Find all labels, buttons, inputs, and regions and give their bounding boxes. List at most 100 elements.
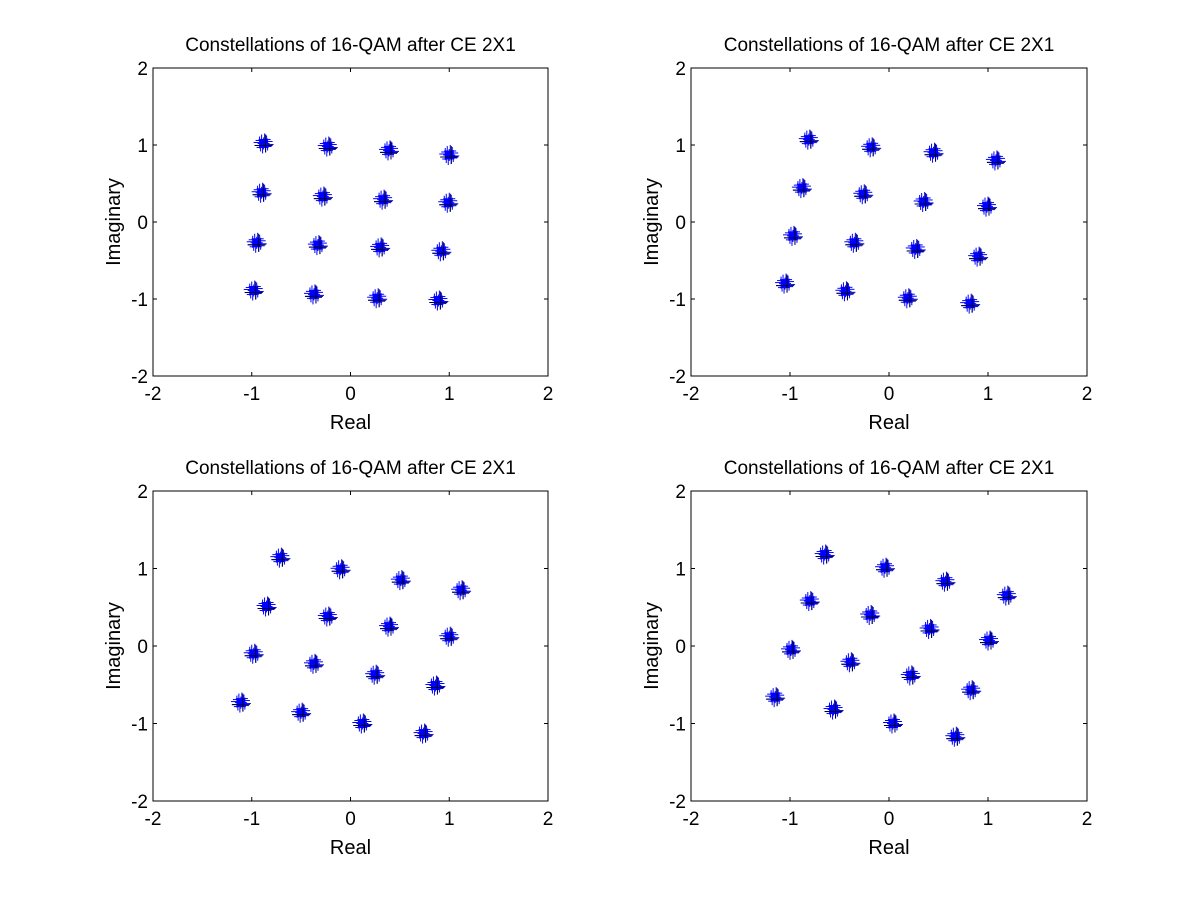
data-point <box>844 232 865 253</box>
x-tick-label: -1 <box>782 384 799 405</box>
data-point <box>246 232 267 253</box>
data-point <box>438 192 459 213</box>
data-point <box>905 238 926 259</box>
data-point <box>985 150 1006 171</box>
data-point <box>230 692 251 713</box>
chart-title: Constellations of 16-QAM after CE 2X1 <box>724 35 1055 56</box>
x-tick-label: -2 <box>145 384 162 405</box>
data-point <box>814 544 835 565</box>
data-point <box>451 580 472 601</box>
data-point <box>317 136 338 157</box>
data-point <box>307 235 328 256</box>
data-point <box>935 571 956 592</box>
data-point <box>256 596 277 617</box>
data-point <box>428 290 449 311</box>
data-point <box>978 630 999 651</box>
data-point <box>775 273 796 294</box>
subplot-2: -2 -1 0 1 2 -2 -1 0 1 2 Constellations of 16-QAM a… <box>641 35 1092 434</box>
chart-title: Constellations of 16-QAM after CE 2X1 <box>724 458 1055 479</box>
x-axis-label: Real <box>868 412 909 434</box>
y-tick-label: 2 <box>137 482 148 503</box>
x-tick-label: 0 <box>884 809 895 830</box>
data-point <box>303 653 324 674</box>
x-tick-label: 2 <box>1082 384 1093 405</box>
data-point <box>303 284 324 305</box>
data-point <box>798 129 819 150</box>
data-point <box>861 137 882 158</box>
x-tick-label: -2 <box>683 384 700 405</box>
data-point <box>253 133 274 154</box>
subplot-3: -2 -1 0 1 2 -2 -1 0 1 2 Constellations of 16-QAM a… <box>103 458 553 859</box>
data-point <box>373 189 394 210</box>
data-point <box>923 142 944 163</box>
data-point <box>853 184 874 205</box>
y-tick-label: 0 <box>675 213 686 234</box>
y-tick-label: -2 <box>669 792 686 813</box>
data-point <box>413 723 434 744</box>
data-point <box>913 191 934 212</box>
x-tick-label: 0 <box>345 809 356 830</box>
axes-box <box>690 490 1088 802</box>
x-axis-label: Real <box>330 412 371 434</box>
chart-title: Constellations of 16-QAM after CE 2X1 <box>185 35 516 56</box>
data-point <box>352 713 373 734</box>
x-tick-label: 2 <box>1082 809 1093 830</box>
x-tick-label: -1 <box>782 809 799 830</box>
data-point <box>968 246 989 267</box>
data-point <box>897 288 918 309</box>
data-point <box>791 178 812 199</box>
data-point <box>960 293 981 314</box>
data-point <box>291 702 312 723</box>
data-point <box>390 570 411 591</box>
x-tick-label: -1 <box>243 384 260 405</box>
data-point <box>379 140 400 161</box>
data-point <box>919 618 940 639</box>
data-point <box>270 547 291 568</box>
data-point <box>900 665 921 686</box>
x-tick-label: 1 <box>983 384 994 405</box>
x-axis-label: Real <box>868 837 909 859</box>
y-tick-label: 0 <box>137 213 148 234</box>
data-point <box>330 559 351 580</box>
data-point <box>243 280 264 301</box>
y-tick-label: 1 <box>675 560 686 581</box>
data-series <box>243 133 460 311</box>
data-point <box>251 182 272 203</box>
data-point <box>840 652 861 673</box>
data-point <box>439 626 460 647</box>
data-point <box>882 713 903 734</box>
data-series <box>765 544 1017 747</box>
x-tick-label: 2 <box>543 384 554 405</box>
data-point <box>875 557 896 578</box>
y-tick-label: 2 <box>675 59 686 80</box>
data-point <box>439 145 460 166</box>
y-tick-label: -1 <box>669 715 686 736</box>
data-point <box>945 726 966 747</box>
y-axis-label: Imaginary <box>103 602 125 690</box>
data-point <box>782 225 803 246</box>
x-axis-label: Real <box>330 837 371 859</box>
x-tick-label: -2 <box>683 809 700 830</box>
subplot-1: -2 -1 0 1 2 -2 -1 0 1 2 Constellations of 16-QAM a… <box>103 35 553 434</box>
data-point <box>765 687 786 708</box>
data-point <box>835 281 856 302</box>
x-tick-label: -1 <box>243 809 260 830</box>
x-tick-label: -2 <box>145 809 162 830</box>
y-tick-label: 1 <box>137 136 148 157</box>
y-tick-label: -1 <box>131 290 148 311</box>
axes-box <box>152 490 549 802</box>
x-tick-label: 0 <box>884 384 895 405</box>
y-tick-label: 2 <box>675 482 686 503</box>
y-tick-label: -1 <box>131 715 148 736</box>
y-tick-label: -2 <box>131 792 148 813</box>
data-point <box>860 605 881 625</box>
y-axis-label: Imaginary <box>641 602 663 690</box>
data-point <box>243 643 264 664</box>
x-tick-label: 2 <box>543 809 554 830</box>
axes-box <box>152 67 549 377</box>
y-tick-label: 0 <box>137 637 148 658</box>
data-point <box>961 680 982 701</box>
chart-title: Constellations of 16-QAM after CE 2X1 <box>185 458 516 479</box>
y-tick-label: -2 <box>669 367 686 388</box>
